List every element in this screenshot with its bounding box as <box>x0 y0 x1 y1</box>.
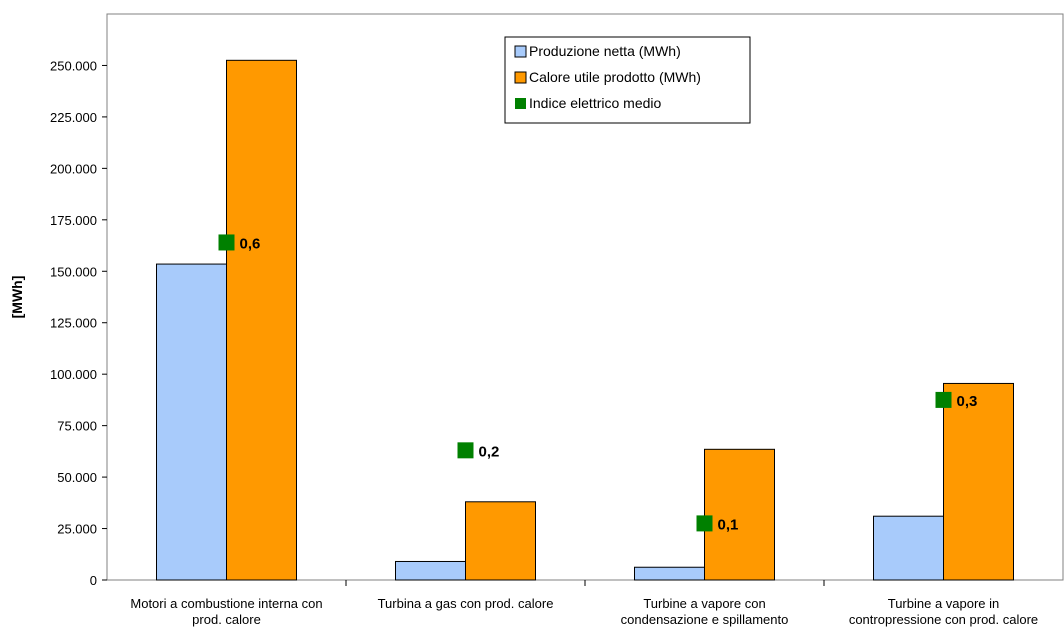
indice-elettrico-marker <box>457 442 474 459</box>
y-tick-label: 50.000 <box>57 470 97 485</box>
y-tick-label: 150.000 <box>50 264 97 279</box>
legend-swatch-indice <box>515 98 526 109</box>
produzione-netta-bar <box>395 560 466 581</box>
y-tick-label: 0 <box>90 573 97 588</box>
y-tick-label: 125.000 <box>50 316 97 331</box>
y-tick-label: 175.000 <box>50 213 97 228</box>
y-tick-label: 200.000 <box>50 161 97 176</box>
bars <box>156 59 1014 581</box>
y-tick-label: 75.000 <box>57 419 97 434</box>
indice-elettrico-marker <box>696 515 713 532</box>
produzione-netta-bar <box>634 566 705 581</box>
indice-elettrico-label: 0,3 <box>957 393 978 410</box>
legend-swatch-produzione <box>514 45 527 58</box>
category-label: Turbine a vapore in contropressione con p… <box>849 596 1038 627</box>
legend-label-calore: Calore utile prodotto (MWh) <box>529 69 701 85</box>
calore-utile-bar <box>704 448 775 581</box>
indice-elettrico-marker <box>935 391 952 408</box>
legend-swatch-calore <box>514 71 527 84</box>
y-tick-label: 225.000 <box>50 110 97 125</box>
legend-box <box>504 36 751 124</box>
category-label: Turbina a gas con prod. calore <box>378 596 554 611</box>
x-axis: Motori a combustione interna con prod. ca… <box>130 580 1038 627</box>
category-label: Motori a combustione interna con prod. ca… <box>130 596 322 627</box>
calore-utile-bar <box>226 59 297 581</box>
legend: Produzione netta (MWh) Calore utile prod… <box>504 36 751 124</box>
indice-elettrico-label: 0,1 <box>718 516 739 533</box>
indice-elettrico-marker <box>218 234 235 251</box>
legend-label-produzione: Produzione netta (MWh) <box>529 43 681 59</box>
indice-elettrico-label: 0,2 <box>479 443 500 460</box>
legend-label-indice: Indice elettrico medio <box>529 95 662 111</box>
index-markers: 0,6 0,2 0,1 0,3 <box>218 234 978 533</box>
indice-elettrico-label: 0,6 <box>240 235 261 252</box>
y-tick-label: 100.000 <box>50 367 97 382</box>
y-tick-label: 25.000 <box>57 522 97 537</box>
calore-utile-bar <box>465 501 536 581</box>
y-tick-label: 250.000 <box>50 58 97 73</box>
calore-utile-bar <box>943 382 1014 581</box>
y-axis-label: [MWh] <box>9 276 25 319</box>
y-axis: 0 25.000 50.000 75.000 100.000 125.000 150.000… <box>50 58 107 588</box>
category-label: Turbine a vapore con condensazione e spil… <box>621 596 789 627</box>
produzione-netta-bar <box>156 263 227 581</box>
produzione-netta-bar <box>873 515 944 581</box>
